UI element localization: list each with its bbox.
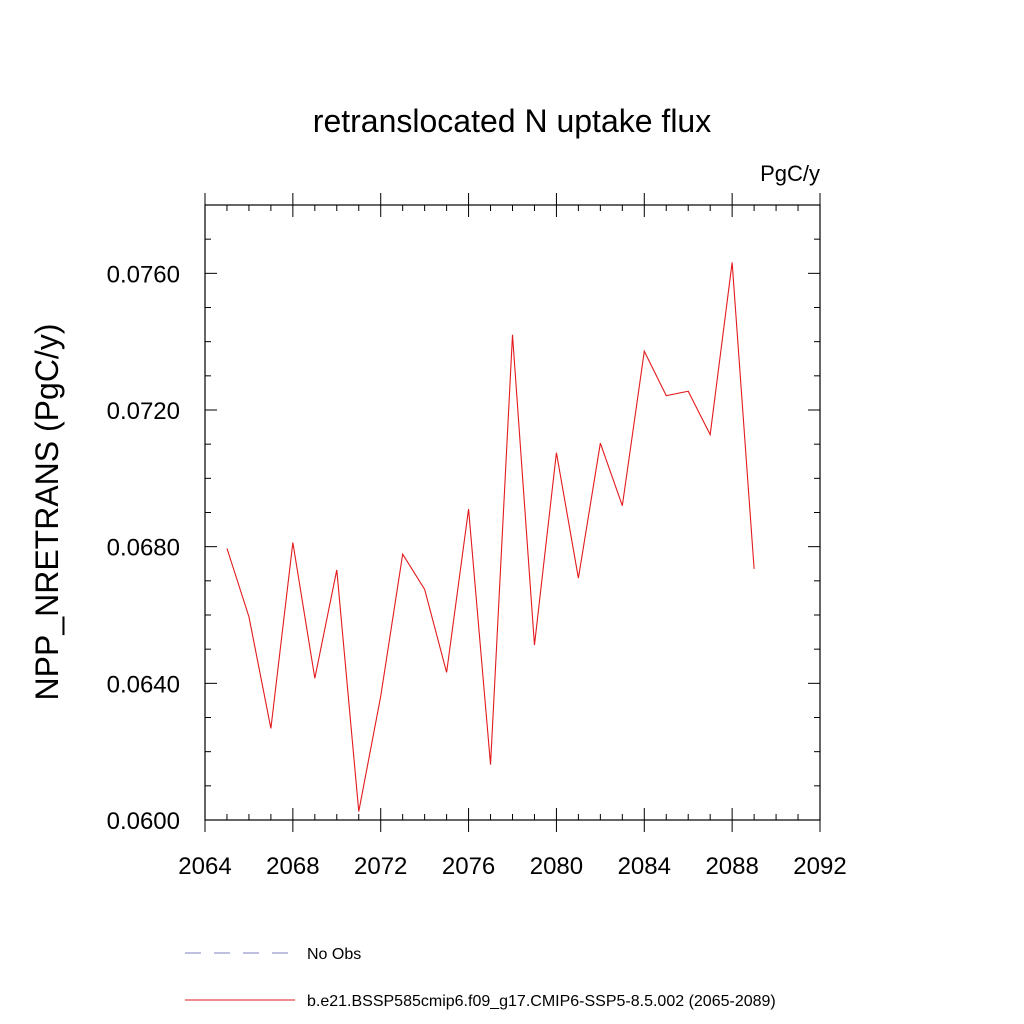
units-label: PgC/y [760, 161, 820, 186]
chart-title: retranslocated N uptake flux [313, 103, 711, 139]
y-tick-label: 0.0720 [107, 398, 180, 425]
x-tick-label: 2084 [618, 853, 671, 880]
series-line [226, 262, 755, 812]
legend-label-ssp585: b.e21.BSSP585cmip6.f09_g17.CMIP6-SSP5-8.… [307, 993, 776, 1010]
y-tick-label: 0.0680 [107, 535, 180, 562]
x-tick-label: 2092 [793, 853, 846, 880]
x-tick-label: 2080 [530, 853, 583, 880]
x-tick-label: 2076 [442, 853, 495, 880]
y-tick-label: 0.0640 [107, 671, 180, 698]
series-layer [226, 262, 755, 812]
x-tick-label: 2072 [354, 853, 407, 880]
axis-tick-labels: 2064 2068 2072 2076 2080 2084 2088 2092 0.0600 0.… [107, 261, 847, 880]
y-axis-label: NPP_NRETRANS (PgC/y) [29, 324, 65, 701]
y-tick-label: 0.0760 [107, 261, 180, 288]
axis-ticks [204, 193, 821, 832]
y-tick-label: 0.0600 [107, 808, 180, 835]
x-tick-label: 2088 [705, 853, 758, 880]
x-tick-label: 2068 [266, 853, 319, 880]
x-tick-label: 2064 [178, 853, 231, 880]
legend: No Obs b.e21.BSSP585cmip6.f09_g17.CMIP6-… [185, 946, 776, 1010]
plot-frame [204, 204, 821, 821]
legend-label-no-obs: No Obs [307, 946, 361, 963]
